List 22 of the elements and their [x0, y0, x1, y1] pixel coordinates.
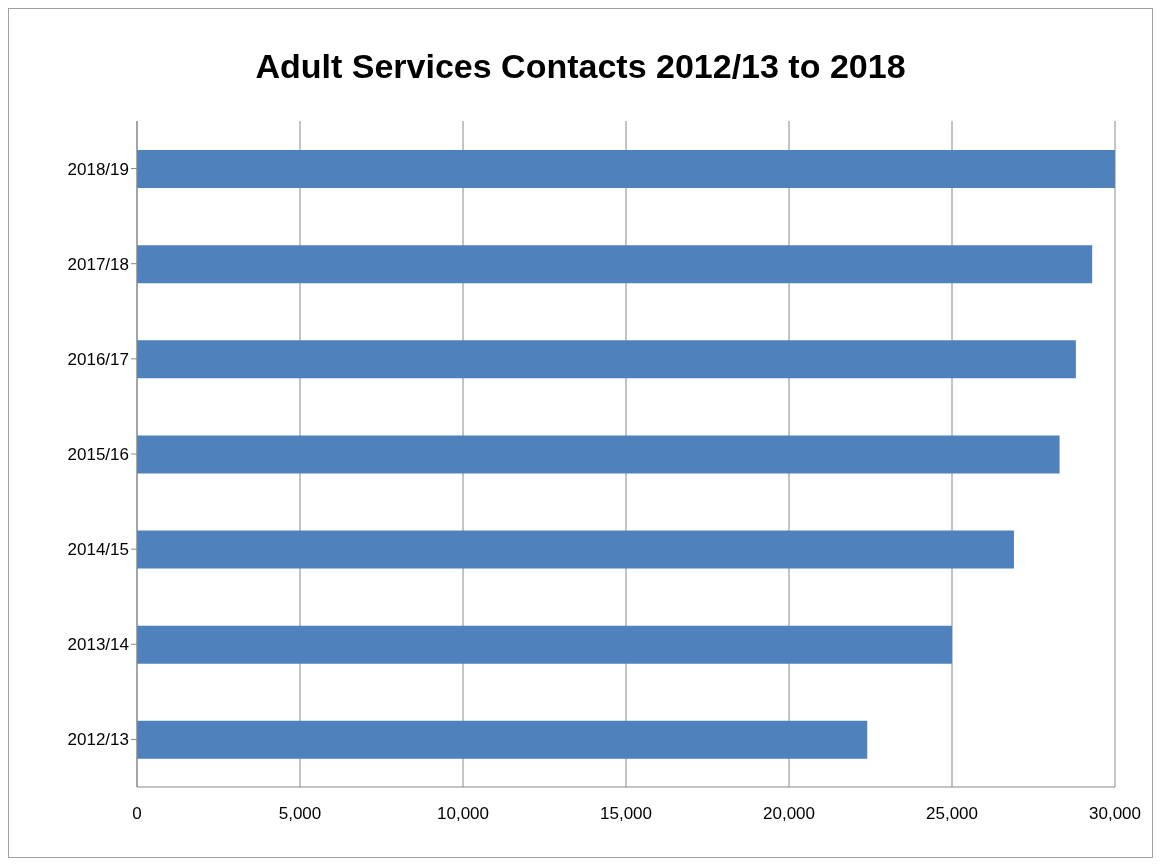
- y-tick-label: 2015/16: [67, 445, 129, 465]
- bar: [137, 245, 1093, 284]
- x-tick-label: 25,000: [926, 804, 978, 824]
- y-tick-label: 2014/15: [67, 540, 129, 560]
- bar: [137, 530, 1014, 569]
- bar: [137, 340, 1076, 379]
- bar: [137, 435, 1060, 474]
- x-tick-label: 20,000: [763, 804, 815, 824]
- bar: [137, 720, 868, 759]
- y-tick-label: 2013/14: [67, 635, 129, 655]
- x-tick-label: 30,000: [1089, 804, 1141, 824]
- x-tick-label: 0: [132, 804, 142, 824]
- y-tick-label: 2018/19: [67, 159, 129, 179]
- x-tick-label: 5,000: [278, 804, 322, 824]
- chart-title: Adult Services Contacts 2012/13 to 2018: [254, 47, 907, 87]
- y-tick-label: 2016/17: [67, 349, 129, 369]
- bar: [137, 150, 1115, 188]
- x-tick-label: 10,000: [437, 804, 489, 824]
- bar: [137, 625, 952, 664]
- y-tick-label: 2017/18: [67, 254, 129, 274]
- x-tick-label: 15,000: [600, 804, 652, 824]
- y-tick-label: 2012/13: [67, 730, 129, 750]
